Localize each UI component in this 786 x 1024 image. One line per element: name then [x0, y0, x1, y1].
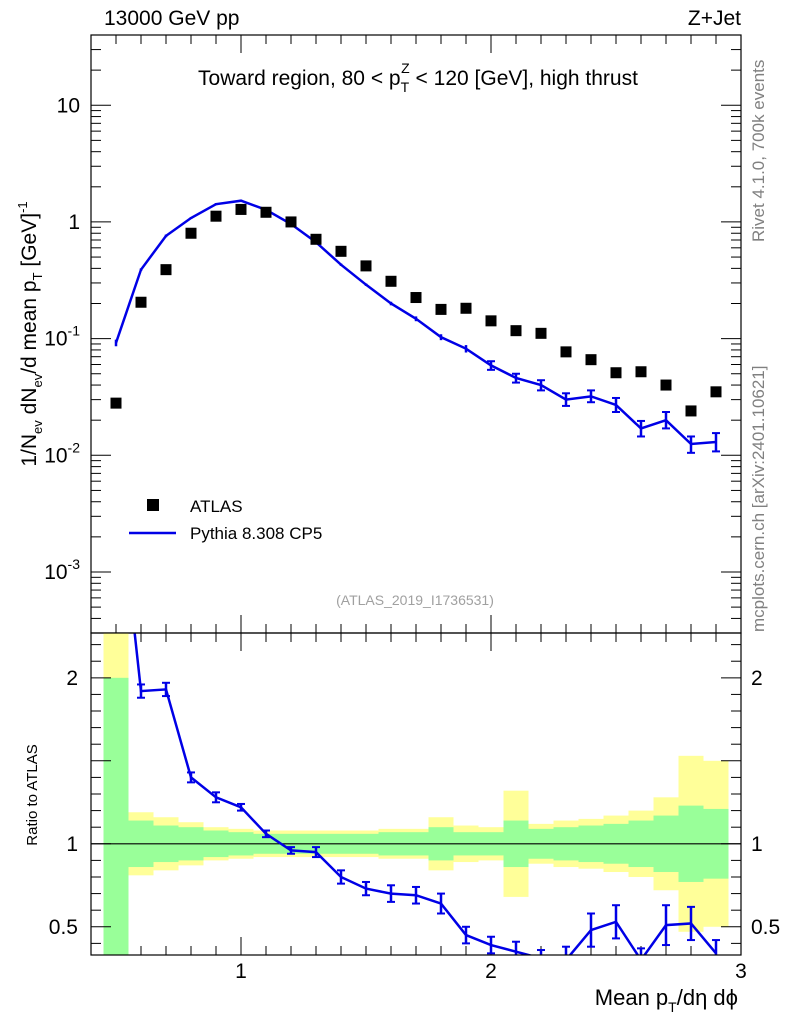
atlas-data-point	[435, 303, 447, 315]
ratio-y-axis-label: Ratio to ATLAS	[24, 744, 41, 845]
ratio-y-tick-label-right: 2	[751, 667, 763, 690]
y-tick-label-base: 10	[44, 444, 67, 467]
source-label: mcplots.cern.ch [arXiv:2401.10621]	[749, 366, 768, 632]
xlabel-sub: T	[668, 999, 677, 1015]
x-axis-label: Mean pT/dη dϕ	[595, 985, 738, 1015]
ratio-y-tick-label: 2	[66, 667, 78, 690]
analysis-watermark: (ATLAS_2019_I1736531)	[336, 592, 494, 608]
y-axis-label: 1/Nev dNev/d mean pT [GeV]-1	[15, 201, 45, 466]
ylabel-e: -1	[15, 201, 30, 213]
atlas-data-point	[660, 379, 672, 391]
atlas-data-point	[510, 325, 522, 337]
plot-title: Toward region, 80 < pTZ < 120 [GeV], hig…	[198, 60, 638, 95]
atlas-data-point	[210, 210, 222, 222]
atlas-data-point	[685, 405, 697, 417]
legend-label-atlas: ATLAS	[190, 497, 243, 516]
ratio-frame	[90, 632, 742, 956]
atlas-data-point	[585, 354, 597, 366]
atlas-data-point	[635, 366, 647, 378]
y-tick-label-exp: -3	[68, 556, 81, 572]
ylabel-s3: T	[30, 272, 45, 280]
y-tick-label-base: 10	[44, 561, 67, 584]
plot-title-sub: T	[401, 79, 410, 95]
y-tick-label: 10-3	[44, 556, 80, 584]
atlas-data-point	[135, 296, 147, 308]
main-frame	[90, 34, 742, 634]
legend-marker-atlas	[147, 499, 159, 511]
atlas-data-point	[485, 315, 497, 327]
y-tick-label: 10	[57, 94, 80, 117]
ratio-mc-group	[133, 633, 720, 955]
y-tick-label: 10-1	[44, 323, 80, 351]
y-tick-label-base: 10	[44, 328, 67, 351]
atlas-data-point	[185, 227, 197, 239]
x-tick-label: 2	[485, 960, 497, 983]
plot-title-a: Toward region, 80 < p	[198, 67, 401, 90]
atlas-data-point	[110, 397, 122, 409]
ylabel-s1: ev	[30, 420, 45, 434]
atlas-data-point	[360, 260, 372, 272]
atlas-data-point	[260, 206, 272, 218]
header-right: Z+Jet	[688, 7, 741, 30]
atlas-data-point	[410, 292, 422, 304]
ylabel-s2: ev	[30, 373, 45, 387]
y-tick-label: 1	[68, 211, 80, 234]
ratio-plot: 0.5 0.5 1 1 2 2	[49, 632, 780, 956]
ratio-y-tick-label-right: 1	[751, 833, 763, 856]
atlas-data-point	[560, 346, 572, 358]
plot-title-b: < 120 [GeV], high thrust	[410, 67, 638, 90]
atlas-data-point	[710, 386, 722, 398]
atlas-data-point	[310, 233, 322, 245]
x-tick-label: 1	[235, 960, 247, 983]
atlas-data-point	[385, 275, 397, 287]
mc-line	[114, 199, 717, 446]
ratio-band-inner	[103, 677, 129, 955]
atlas-data-point	[235, 203, 247, 215]
ylabel-b: dN	[18, 388, 41, 421]
y-tick-label: 10-2	[44, 439, 80, 467]
plot-title-sup: Z	[401, 60, 410, 76]
legend-label-pythia: Pythia 8.308 CP5	[190, 524, 322, 543]
xlabel-a: Mean p	[595, 985, 668, 1010]
ratio-y-tick-label: 1	[66, 833, 78, 856]
rivet-label: Rivet 4.1.0, 700k events	[749, 60, 768, 242]
y-tick-label-exp: -2	[68, 439, 81, 455]
atlas-data-point	[460, 302, 472, 314]
atlas-data-point	[610, 367, 622, 379]
atlas-data-point	[335, 245, 347, 257]
header-left: 13000 GeV pp	[104, 7, 239, 30]
xlabel-b: /dη dϕ	[677, 985, 738, 1010]
ratio-y-tick-label-right: 0.5	[751, 916, 780, 939]
y-tick-label-base: 10	[57, 94, 80, 117]
ratio-y-tick-label: 0.5	[49, 916, 78, 939]
y-tick-label-exp: -1	[68, 323, 81, 339]
ylabel-d: [GeV]	[18, 213, 41, 273]
atlas-data-point	[160, 264, 172, 276]
ylabel-a: 1/N	[18, 434, 41, 467]
ylabel-c: /d mean p	[18, 280, 41, 373]
x-tick-label: 3	[735, 960, 747, 983]
atlas-data-point	[535, 327, 547, 339]
y-tick-label-base: 1	[68, 211, 80, 234]
atlas-data-point	[285, 216, 297, 228]
